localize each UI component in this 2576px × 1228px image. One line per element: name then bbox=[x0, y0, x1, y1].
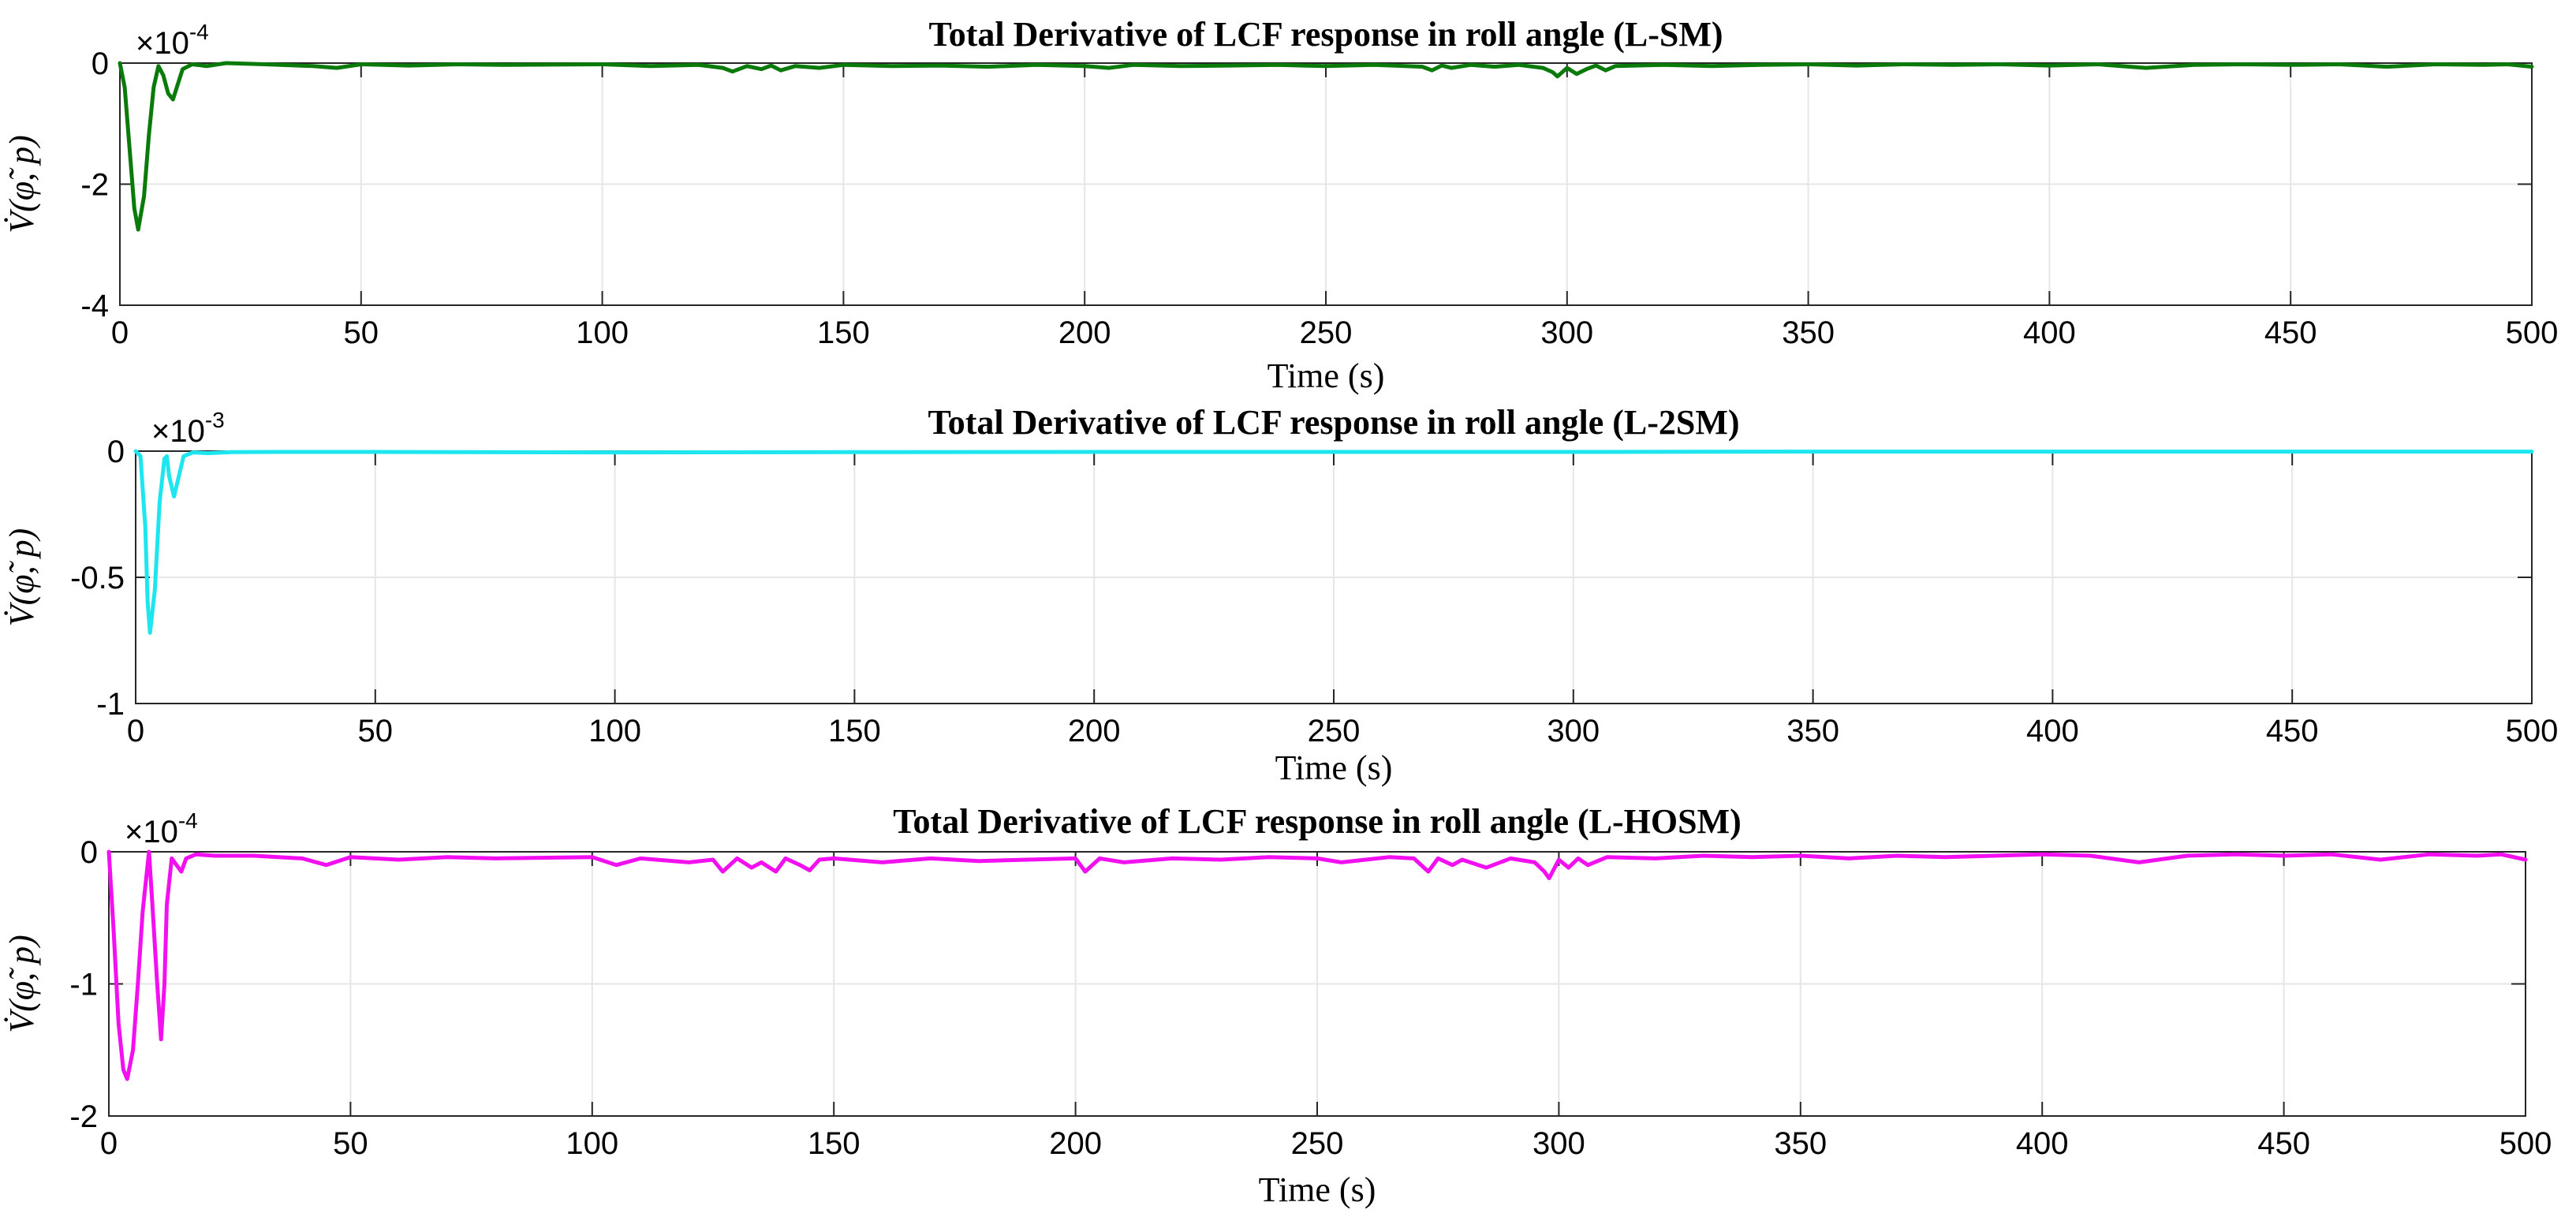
panel-3: 0 50 100 150 200 250 300 350 400 450 500-2-10×10-4… bbox=[2, 802, 2552, 1209]
y-tick-label: -0.5 bbox=[70, 561, 125, 595]
x-tick-label: 450 bbox=[2266, 714, 2319, 748]
plot-panels: 0 50 100 150 200 250 300 350 400 450 500-4-20×10-4… bbox=[2, 15, 2558, 1209]
y-tick-label: -2 bbox=[80, 168, 109, 203]
x-axis-label: Time (s) bbox=[1275, 748, 1393, 787]
y-tick-label: -2 bbox=[69, 1099, 98, 1134]
y-tick-label: 0 bbox=[91, 47, 109, 81]
x-tick-label: 400 bbox=[2016, 1126, 2069, 1161]
x-tick-label: 500 bbox=[2506, 714, 2559, 748]
chart-title: Total Derivative of LCF response in roll… bbox=[928, 15, 1723, 54]
x-tick-label: 300 bbox=[1547, 714, 1600, 748]
x-tick-label: 250 bbox=[1308, 714, 1361, 748]
y-tick-label: -4 bbox=[80, 289, 109, 323]
y-axis-label: V̇(φ̃, p) bbox=[2, 935, 41, 1033]
x-tick-label: 350 bbox=[1786, 714, 1839, 748]
x-tick-label: 400 bbox=[2026, 714, 2079, 748]
x-tick-label: 50 bbox=[333, 1126, 368, 1161]
x-tick-label: 200 bbox=[1049, 1126, 1102, 1161]
x-tick-label: 50 bbox=[358, 714, 394, 748]
x-tick-label: 100 bbox=[566, 1126, 618, 1161]
x-tick-label: 300 bbox=[1533, 1126, 1585, 1161]
series-line-L-2SM bbox=[133, 449, 2534, 635]
x-tick-label: 150 bbox=[808, 1126, 861, 1161]
x-tick-label: 500 bbox=[2506, 315, 2559, 350]
x-tick-label: 0 bbox=[111, 315, 129, 350]
x-tick-label: 500 bbox=[2499, 1126, 2552, 1161]
y-tick-label: 0 bbox=[107, 435, 125, 469]
x-tick-label: 100 bbox=[576, 315, 629, 350]
x-tick-label: 100 bbox=[588, 714, 641, 748]
x-tick-label: 400 bbox=[2023, 315, 2076, 350]
y-exponent-power: -3 bbox=[205, 408, 225, 432]
x-tick-label: 200 bbox=[1068, 714, 1121, 748]
x-tick-label: 450 bbox=[2264, 315, 2317, 350]
chart-title: Total Derivative of LCF response in roll… bbox=[893, 802, 1742, 841]
x-tick-label: 0 bbox=[100, 1126, 118, 1161]
x-tick-label: 150 bbox=[828, 714, 881, 748]
x-tick-label: 50 bbox=[344, 315, 379, 350]
series-line-L-HOSM bbox=[106, 849, 2528, 1081]
y-exponent-label: ×10-3 bbox=[151, 408, 225, 449]
x-axis-label: Time (s) bbox=[1259, 1170, 1376, 1209]
panel-2: 0 50 100 150 200 250 300 350 400 450 500 -1 -0.5 0 ×10… bbox=[2, 403, 2558, 787]
x-tick-label: 350 bbox=[1774, 1126, 1827, 1161]
panel-1: 0 50 100 150 200 250 300 350 400 450 500-4-20×10-4… bbox=[2, 15, 2558, 395]
x-tick-label: 150 bbox=[817, 315, 870, 350]
x-tick-label: 250 bbox=[1291, 1126, 1344, 1161]
y-tick-label: -1 bbox=[69, 968, 98, 1002]
y-exponent-power: -4 bbox=[189, 20, 209, 44]
y-exponent-power: -4 bbox=[178, 808, 198, 833]
y-axis-label: V̇(φ̃, p) bbox=[2, 135, 41, 233]
x-tick-label: 350 bbox=[1782, 315, 1835, 350]
x-tick-label: 250 bbox=[1300, 315, 1353, 350]
chart-title: Total Derivative of LCF response in roll… bbox=[928, 403, 1739, 442]
x-axis-label: Time (s) bbox=[1267, 356, 1385, 395]
y-tick-label: -1 bbox=[96, 687, 125, 722]
x-tick-label: 0 bbox=[127, 714, 144, 748]
x-tick-label: 450 bbox=[2257, 1126, 2310, 1161]
y-axis-label: V̇(φ̃, p) bbox=[2, 528, 41, 627]
y-tick-label: 0 bbox=[80, 835, 98, 870]
x-tick-label: 300 bbox=[1540, 315, 1593, 350]
series-line-L-SM bbox=[118, 61, 2534, 232]
x-tick-label: 200 bbox=[1058, 315, 1111, 350]
